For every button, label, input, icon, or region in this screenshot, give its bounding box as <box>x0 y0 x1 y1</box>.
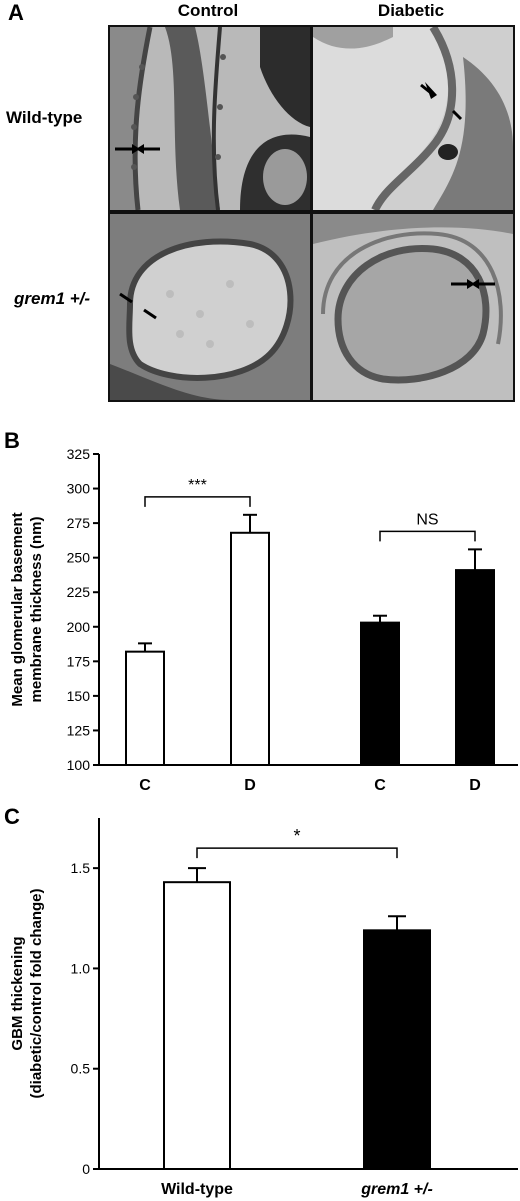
micrograph-grem1-control <box>108 212 312 402</box>
row-header-grem1: grem1 +/- <box>14 289 91 308</box>
significance-label: *** <box>188 477 207 494</box>
x-tick-label: C <box>139 777 151 794</box>
y-tick-label: 1.0 <box>71 960 91 976</box>
y-tick-label: 275 <box>67 515 91 531</box>
y-tick-label: 125 <box>67 722 91 738</box>
y-axis-label-line: membrane thickness (nm) <box>28 517 45 703</box>
y-axis-label: Mean glomerular basement membrane thickne… <box>9 512 45 706</box>
panel-b-letter: B <box>4 428 20 453</box>
x-tick-label: Wild-type <box>161 1181 233 1198</box>
row-header-wild-type: Wild-type <box>6 108 83 127</box>
significance-label: * <box>293 826 300 846</box>
y-tick-label: 300 <box>67 481 91 497</box>
micrograph-wild-type-control <box>108 25 312 212</box>
x-tick-label: D <box>244 777 256 794</box>
micrograph-wild-type-diabetic <box>311 25 515 212</box>
x-tick-label: C <box>374 777 386 794</box>
y-tick-label: 325 <box>67 446 91 462</box>
column-header-diabetic: Diabetic <box>377 1 445 20</box>
bar <box>363 929 431 1170</box>
column-header-control: Control <box>177 1 239 20</box>
y-tick-label: 175 <box>67 653 91 669</box>
bar <box>125 650 165 766</box>
bar <box>360 621 400 766</box>
y-tick-label: 200 <box>67 619 91 635</box>
x-tick-label: grem1 +/- <box>360 1181 433 1198</box>
x-tick-label: D <box>469 777 481 794</box>
y-tick-label: 250 <box>67 550 91 566</box>
significance-label: NS <box>416 511 438 528</box>
bar <box>163 881 231 1170</box>
y-tick-label: 100 <box>67 757 91 773</box>
bar <box>455 569 495 766</box>
y-tick-label: 0.5 <box>71 1061 91 1077</box>
y-tick-label: 225 <box>67 584 91 600</box>
y-axis-label-line: (diabetic/control fold change) <box>28 888 45 1098</box>
significance-bracket <box>379 530 476 542</box>
y-tick-label: 150 <box>67 688 91 704</box>
y-tick-label: 0 <box>82 1161 90 1177</box>
significance-bracket <box>196 847 398 859</box>
panel-a-letter: A <box>8 0 24 25</box>
y-axis-label: GBM thickening (diabetic/control fold cha… <box>9 888 45 1098</box>
panel-c-letter: C <box>4 804 20 829</box>
chart-c: 0 0.5 1.0 1.5 GBM thickening (diabetic/contro… <box>9 818 518 1198</box>
y-axis-label-line: Mean glomerular basement <box>9 512 26 706</box>
y-axis-label-line: GBM thickening <box>9 936 26 1050</box>
bar <box>230 531 270 766</box>
significance-bracket <box>144 496 251 507</box>
y-tick-label: 1.5 <box>71 860 91 876</box>
micrograph-grem1-diabetic <box>311 212 515 402</box>
chart-b: 100 125 150 175 200 225 250 275 300 325 Mean glome… <box>9 446 518 794</box>
